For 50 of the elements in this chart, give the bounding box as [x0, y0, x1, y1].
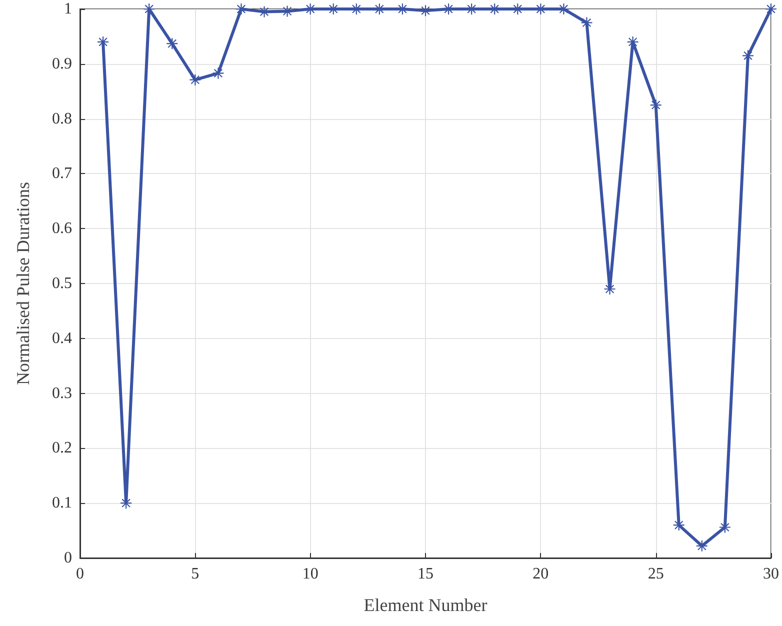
point	[650, 100, 662, 111]
point	[742, 50, 754, 62]
point	[535, 4, 546, 14]
point	[489, 4, 500, 14]
y-tick-label: 0.1	[52, 494, 72, 512]
point	[420, 5, 431, 16]
y-tick-label: 1	[64, 0, 72, 18]
point	[120, 498, 132, 509]
point	[374, 4, 385, 14]
x-axis-title: Element Number	[364, 595, 488, 615]
point	[328, 4, 339, 14]
point	[396, 4, 408, 14]
y-tick-label: 0.5	[52, 275, 72, 292]
y-tick-label: 0	[64, 550, 72, 566]
y-tick-label: 0.3	[52, 384, 72, 402]
point	[350, 4, 362, 14]
x-tick-label: 0	[76, 566, 84, 582]
x-tick-label: 30	[763, 566, 779, 582]
x-tick-label: 10	[302, 566, 318, 582]
y-tick-label: 0.2	[52, 440, 72, 457]
y-tick-label: 0.4	[52, 330, 72, 347]
y-tick-label: 0.6	[52, 220, 72, 238]
x-tick-label: 5	[191, 566, 200, 582]
point	[443, 4, 454, 14]
point	[190, 74, 201, 86]
x-tick-label: 25	[648, 566, 664, 582]
point	[258, 6, 270, 18]
point	[696, 540, 708, 552]
point	[558, 4, 570, 14]
point	[144, 4, 155, 14]
y-axis-title: Normalised Pulse Durations	[13, 182, 33, 385]
point	[282, 6, 293, 17]
point	[766, 4, 776, 14]
point	[212, 68, 224, 79]
point	[304, 4, 316, 14]
point	[166, 38, 178, 50]
point	[98, 36, 109, 48]
y-tick-label: 0.7	[52, 165, 72, 182]
point	[236, 4, 247, 14]
point	[604, 283, 616, 294]
x-tick-label: 20	[532, 566, 549, 582]
point	[466, 4, 478, 14]
point	[627, 36, 638, 48]
point	[673, 520, 684, 531]
y-tick-label: 0.8	[52, 110, 72, 128]
point	[581, 17, 592, 28]
x-tick-label: 15	[418, 566, 434, 582]
point	[719, 522, 730, 533]
y-tick-label: 0.9	[52, 55, 72, 72]
point	[512, 4, 524, 14]
